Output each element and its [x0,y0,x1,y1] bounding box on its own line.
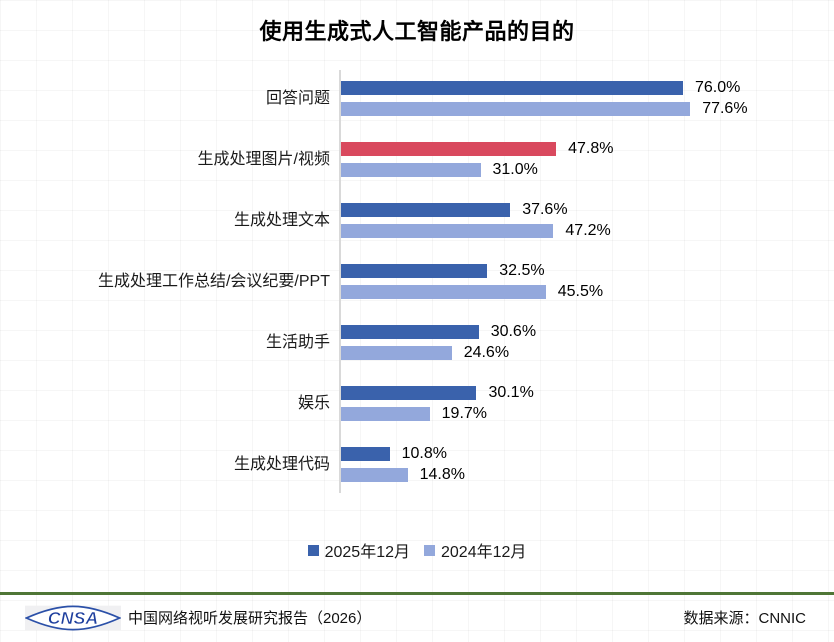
category-label: 生成处理文本 [233,211,330,229]
value-label: 30.1% [488,384,534,401]
bar-2024年12月 [341,346,452,360]
bar-2025年12月 [341,447,390,461]
value-label: 37.6% [522,201,568,218]
value-label: 10.8% [401,445,447,462]
value-label: 47.2% [565,222,611,239]
bar-2024年12月 [341,224,554,238]
bar-2025年12月 [341,142,557,156]
legend-swatch-2024 [424,544,435,556]
legend-item-2024: 2024年12月 [424,538,526,562]
cnsa-logo: CNSA [25,605,121,631]
value-label: 47.8% [568,140,614,157]
legend-label-2024: 2024年12月 [441,544,527,561]
bar-2024年12月 [341,102,691,116]
chart-title: 使用生成式人工智能产品的目的 [259,19,575,44]
value-label: 14.8% [419,466,465,483]
y-axis-line [339,70,341,493]
value-label: 31.0% [492,161,538,178]
bar-2025年12月 [341,264,488,278]
bar-2025年12月 [341,325,479,339]
bar-2025年12月 [341,386,477,400]
category-label: 生活助手 [265,333,330,351]
bar-2024年12月 [341,468,408,482]
value-label: 30.6% [490,323,537,340]
logo-eye-shape-icon [25,605,121,631]
bar-2025年12月 [341,81,683,95]
bar-2024年12月 [341,285,546,299]
legend-label-2025: 2025年12月 [324,544,410,561]
value-label: 45.5% [557,283,604,300]
category-label: 娱乐 [297,394,330,412]
footer-report-title: 中国网络视听发展研究报告（2026） [128,610,372,627]
legend-item-2025: 2025年12月 [307,538,410,562]
chart-legend: 2025年12月 2024年12月 [0,538,834,562]
value-label: 19.7% [441,405,488,422]
bar-2024年12月 [341,163,481,177]
legend-swatch-2025 [307,544,319,556]
bar-2024年12月 [341,407,430,421]
value-label: 32.5% [499,262,545,279]
value-label: 24.6% [463,344,510,361]
logo-text: CNSA [48,608,98,628]
value-label: 77.6% [702,100,748,117]
category-label: 生成处理图片/视频 [197,150,330,168]
category-label: 回答问题 [265,89,330,107]
footer-data-source: 数据来源：CNNIC [683,610,807,627]
footer-divider-line [0,592,834,595]
category-label: 生成处理代码 [233,455,330,473]
value-label: 76.0% [695,79,741,96]
bar-2025年12月 [341,203,511,217]
category-label: 生成处理工作总结/会议纪要/PPT [97,272,330,290]
